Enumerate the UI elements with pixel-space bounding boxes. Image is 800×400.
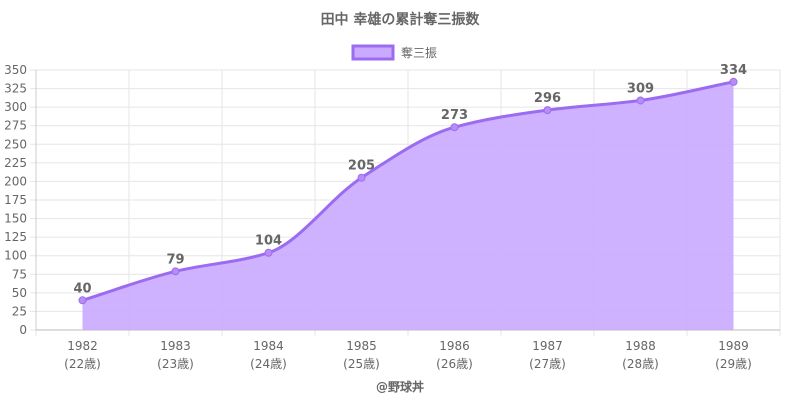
x-tick-label: 1988 [625, 339, 656, 353]
data-point[interactable] [450, 123, 459, 132]
y-tick-label: 100 [4, 249, 27, 263]
legend-label: 奪三振 [401, 45, 437, 60]
data-label: 296 [534, 91, 561, 106]
y-tick-label: 275 [4, 119, 27, 133]
legend[interactable]: 奪三振 [351, 44, 437, 61]
chart-title: 田中 幸雄の累計奪三振数 [321, 11, 481, 28]
data-point[interactable] [171, 267, 180, 276]
data-point[interactable] [543, 106, 552, 115]
y-tick-label: 25 [12, 304, 27, 318]
data-label: 40 [73, 281, 91, 296]
x-tick-sublabel: (27歳) [529, 357, 566, 371]
series-line [82, 80, 734, 302]
x-axis: 1982 (22歳) 1983 (23歳) 1984 (24歳) 1985 (25歳) 1986… [36, 329, 780, 371]
data-point[interactable] [78, 296, 87, 305]
data-label: 205 [348, 159, 375, 174]
x-tick-sublabel: (25歳) [343, 357, 380, 371]
y-tick-label: 175 [4, 193, 27, 207]
y-tick-label: 200 [4, 174, 27, 188]
x-tick-label: 1983 [160, 339, 191, 353]
y-tick-label: 150 [4, 212, 27, 226]
series-group [78, 77, 738, 330]
x-tick-sublabel: (28歳) [622, 357, 659, 371]
data-label: 334 [720, 63, 747, 78]
x-tick-sublabel: (23歳) [157, 357, 194, 371]
x-tick-sublabel: (26歳) [436, 357, 473, 371]
data-label: 104 [255, 234, 282, 249]
legend-swatch [351, 44, 395, 61]
x-tick-label: 1984 [253, 339, 284, 353]
data-label: 309 [627, 81, 654, 96]
y-tick-label: 75 [12, 267, 27, 281]
credit-text: @野球丼 [376, 379, 424, 394]
x-tick-sublabel: (22歳) [64, 357, 101, 371]
y-tick-label: 300 [4, 100, 27, 114]
x-tick-label: 1986 [439, 339, 470, 353]
y-tick-label: 0 [19, 323, 27, 337]
data-point[interactable] [729, 77, 738, 86]
x-tick-label: 1987 [532, 339, 563, 353]
y-tick-label: 125 [4, 230, 27, 244]
x-tick-label: 1989 [718, 339, 749, 353]
x-tick-label: 1985 [346, 339, 377, 353]
data-label: 273 [441, 108, 468, 123]
y-tick-label: 325 [4, 82, 27, 96]
y-axis: 0 25 50 75 100 125 150 175 200 225 250 275 300 325 350 [4, 63, 37, 337]
y-tick-label: 350 [4, 63, 27, 77]
y-tick-label: 250 [4, 137, 27, 151]
series-area [82, 81, 734, 330]
data-labels: 40 79 104 205 273 296 309 334 [73, 63, 747, 296]
data-point[interactable] [357, 173, 366, 182]
y-tick-label: 225 [4, 156, 27, 170]
x-tick-sublabel: (29歳) [715, 357, 752, 371]
y-tick-label: 50 [12, 286, 27, 300]
data-point[interactable] [264, 248, 273, 257]
data-point[interactable] [636, 96, 645, 105]
x-tick-sublabel: (24歳) [250, 357, 287, 371]
data-label: 79 [166, 252, 184, 267]
x-tick-label: 1982 [67, 339, 98, 353]
